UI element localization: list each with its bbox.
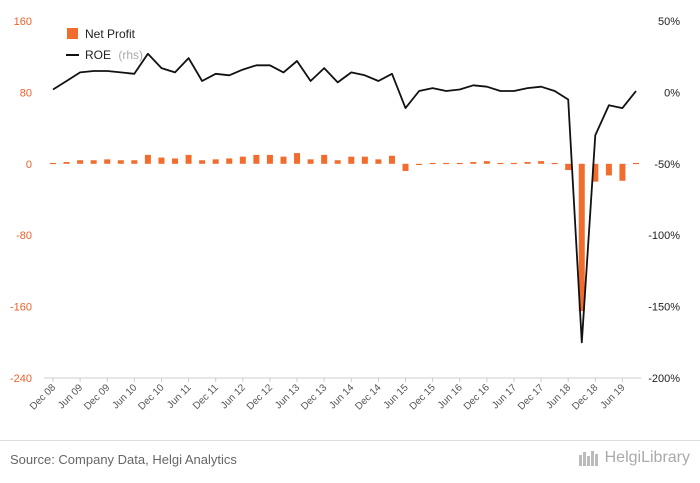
net-profit-bar: [144, 154, 151, 164]
net-profit-bar: [226, 158, 233, 164]
x-tick-label: Jun 18: [544, 382, 573, 411]
right-tick-label: -150%: [648, 302, 680, 314]
net-profit-bar: [239, 156, 246, 164]
net-profit-bar: [633, 162, 639, 165]
net-profit-bar: [361, 156, 368, 164]
net-profit-bar: [253, 154, 260, 164]
net-profit-bar: [402, 163, 409, 171]
svg-text:ROE (rhs): ROE (rhs): [85, 48, 143, 62]
net-profit-bar: [578, 163, 585, 312]
roe-line: [52, 52, 637, 344]
right-tick-label: -50%: [654, 159, 680, 171]
books-icon: [578, 451, 598, 466]
x-tick-label: Dec 16: [462, 382, 492, 412]
net-profit-bar: [429, 162, 436, 165]
net-profit-bar: [497, 162, 504, 165]
net-profit-bar: [307, 159, 314, 164]
x-tick-label: Dec 17: [516, 382, 546, 412]
legend-net-profit-label: Net Profit: [85, 27, 136, 41]
left-tick-label: -240: [10, 373, 32, 385]
x-tick-label: Jun 17: [490, 382, 519, 411]
net-profit-bar: [443, 162, 450, 165]
legend-bar-swatch: [67, 28, 78, 39]
left-tick-label: 0: [26, 159, 32, 171]
net-profit-bar: [90, 160, 97, 164]
legend: Net Profit ROE (rhs): [66, 27, 143, 62]
net-profit-bar: [158, 157, 165, 164]
x-tick-label: Dec 15: [408, 382, 438, 412]
net-profit-bar: [510, 162, 517, 165]
x-tick-label: Jun 09: [56, 382, 85, 411]
brand-name: HelgiLibrary: [604, 449, 690, 466]
right-tick-label: 0%: [664, 87, 680, 99]
net-profit-bar: [538, 161, 545, 164]
x-tick-label: Dec 08: [28, 382, 58, 412]
footer: Source: Company Data, Helgi Analytics He…: [0, 440, 700, 483]
x-tick-label: Dec 10: [136, 382, 166, 412]
net-profit-bar: [619, 163, 626, 181]
net-profit-bar: [294, 153, 301, 164]
x-tick-label: Dec 11: [191, 382, 221, 412]
net-profit-bar: [50, 162, 56, 165]
net-profit-bar: [104, 159, 111, 164]
net-profit-bar: [117, 160, 124, 164]
net-profit-bar: [348, 156, 355, 164]
x-tick-label: Jun 11: [165, 382, 194, 411]
brand-logo: HelgiLibrary: [578, 449, 690, 467]
left-tick-label: -160: [10, 302, 32, 314]
left-tick-label: 160: [14, 16, 32, 28]
left-tick-label: 80: [20, 87, 32, 99]
x-tick-label: Jun 19: [599, 382, 628, 411]
left-axis: 160 80 0 -80 -160 -240: [10, 16, 32, 385]
net-profit-bar: [483, 161, 490, 164]
left-tick-label: -80: [16, 230, 32, 242]
net-profit-bar: [131, 160, 138, 164]
legend-roe-label: ROE: [85, 48, 111, 62]
x-tick-label: Jun 13: [273, 382, 302, 411]
x-tick-label: Jun 16: [436, 382, 465, 411]
net-profit-bar: [388, 155, 395, 164]
right-tick-label: -100%: [648, 230, 680, 242]
x-tick-label: Jun 14: [327, 382, 356, 411]
net-profit-bar: [185, 154, 192, 164]
x-tick-label: Jun 10: [110, 382, 139, 411]
net-profit-bar: [172, 158, 179, 164]
x-tick-label: Dec 14: [353, 382, 383, 412]
chart: 160 80 0 -80 -160 -240 50% 0% -50% -100% -150% -20…: [10, 16, 680, 413]
net-profit-bar: [321, 154, 328, 164]
net-profit-bars: [50, 153, 639, 312]
net-profit-bar: [456, 162, 463, 165]
net-profit-bar: [592, 163, 599, 182]
net-profit-bar: [565, 163, 572, 171]
net-profit-bar: [63, 162, 70, 164]
net-profit-bar: [199, 160, 206, 164]
net-profit-bar: [212, 159, 219, 164]
legend-rhs-label: (rhs): [118, 48, 143, 62]
net-profit-bar: [266, 154, 273, 164]
net-profit-bar: [375, 159, 382, 164]
net-profit-bar: [605, 163, 612, 176]
x-tick-label: Dec 09: [82, 382, 112, 412]
right-axis: 50% 0% -50% -100% -150% -200%: [648, 16, 680, 385]
net-profit-bar: [334, 160, 341, 164]
x-tick-label: Jun 12: [219, 382, 248, 411]
source-text: Source: Company Data, Helgi Analytics: [10, 452, 237, 467]
net-profit-bar: [416, 163, 423, 165]
net-profit-bar: [280, 156, 287, 164]
net-profit-bar: [470, 162, 477, 164]
right-tick-label: -200%: [648, 373, 680, 385]
x-tick-label: Dec 18: [570, 382, 600, 412]
x-tick-label: Dec 13: [299, 382, 329, 412]
net-profit-bar: [551, 162, 558, 165]
net-profit-bar: [524, 162, 531, 164]
x-tick-label: Jun 15: [382, 382, 411, 411]
net-profit-bar: [77, 160, 84, 164]
x-tick-label: Dec 12: [245, 382, 275, 412]
right-tick-label: 50%: [658, 16, 680, 28]
